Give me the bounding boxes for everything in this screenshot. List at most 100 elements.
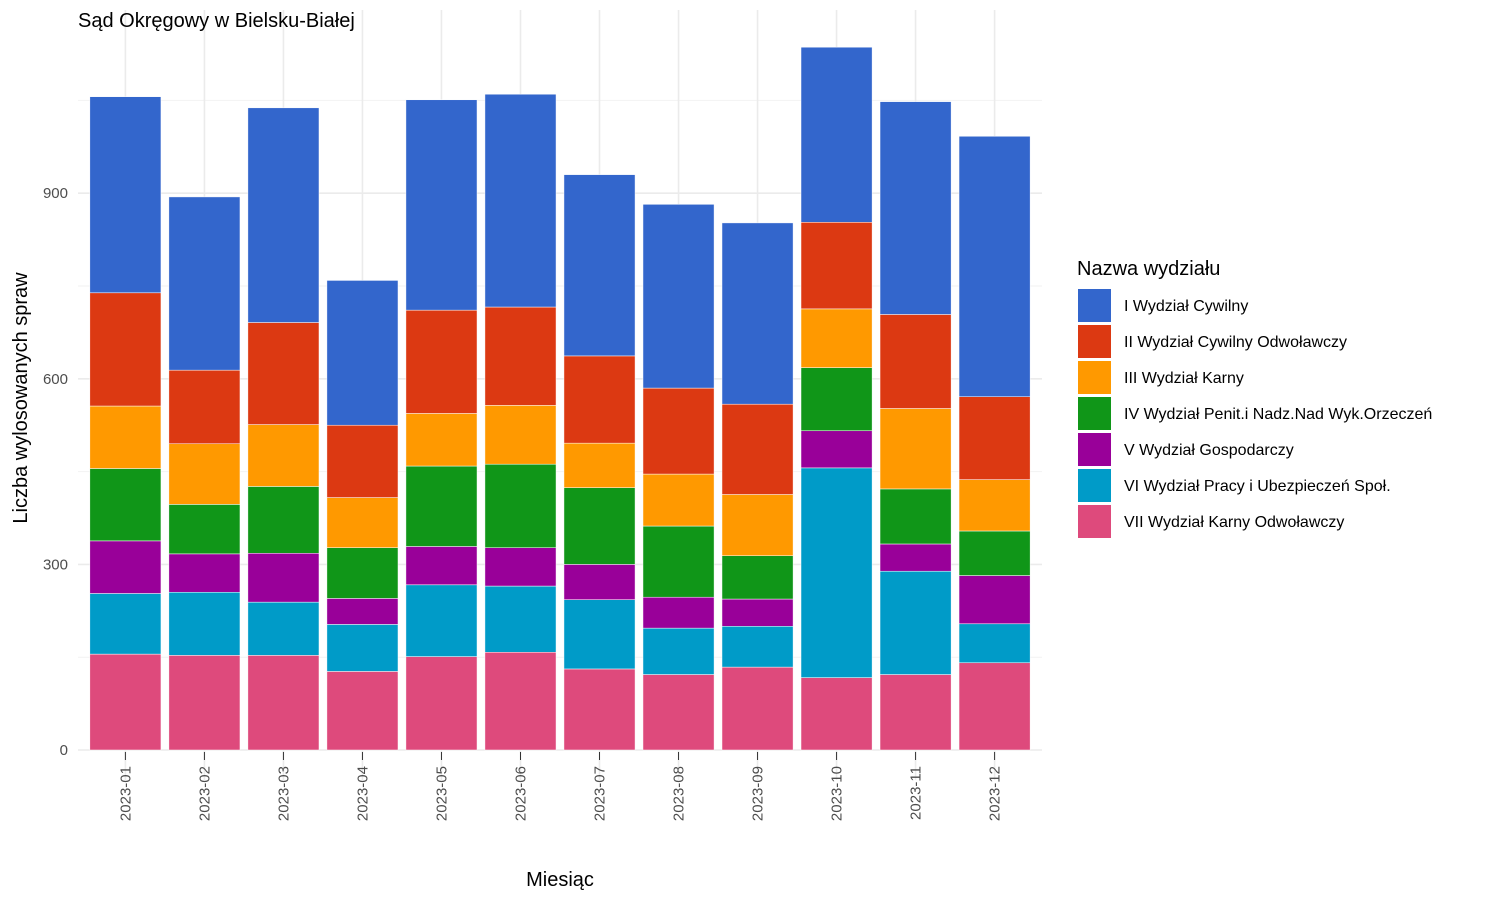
x-tick-label: 2023-04: [354, 766, 371, 821]
legend-label: III Wydział Karny: [1124, 370, 1244, 387]
bar-segment: [247, 424, 320, 487]
bar-segment: [879, 570, 952, 675]
legend-swatch: [1078, 397, 1111, 430]
bar-segment: [958, 623, 1031, 664]
bar-segment: [800, 677, 873, 751]
bar-segment: [721, 555, 794, 600]
bar-segment: [247, 322, 320, 425]
bar-segment: [484, 547, 557, 587]
bar-segment: [484, 585, 557, 653]
bar-segment: [89, 292, 162, 407]
bar-segment: [721, 666, 794, 751]
bar-segment: [405, 546, 478, 586]
bar-segment: [721, 222, 794, 405]
bar-segment: [563, 355, 636, 444]
bar-segment: [563, 599, 636, 670]
bar-segment: [247, 601, 320, 656]
bar-segment: [958, 662, 1031, 751]
bar-segment: [405, 656, 478, 751]
legend-swatch: [1078, 325, 1111, 358]
x-tick-label: 2023-12: [987, 766, 1004, 821]
bar-segment: [642, 627, 715, 675]
bar-segment: [958, 530, 1031, 576]
bar-segment: [563, 174, 636, 357]
bar-segment: [89, 468, 162, 542]
bar-segment: [484, 306, 557, 406]
bar-segment: [326, 624, 399, 672]
bar-segment: [247, 486, 320, 554]
bar-segment: [405, 465, 478, 547]
x-axis-label: Miesiąc: [526, 869, 594, 891]
bar-segment: [89, 540, 162, 594]
bar-segment: [721, 626, 794, 668]
bar-segment: [642, 596, 715, 629]
x-tick-label: 2023-05: [433, 766, 450, 821]
bar-segment: [958, 575, 1031, 625]
bar-segment: [484, 93, 557, 308]
bar-segment: [247, 107, 320, 323]
x-tick-label: 2023-06: [512, 766, 529, 821]
bar-segment: [958, 136, 1031, 397]
x-tick-label: 2023-07: [592, 766, 609, 821]
legend-swatch: [1078, 361, 1111, 394]
bar-segment: [168, 196, 241, 371]
bar-segment: [642, 674, 715, 751]
bar-segment: [879, 408, 952, 490]
y-tick-label: 300: [43, 556, 68, 573]
bar-segment: [800, 367, 873, 432]
legend-swatch: [1078, 469, 1111, 502]
bar-segment: [563, 564, 636, 600]
bar-segment: [89, 96, 162, 294]
bar-segment: [89, 593, 162, 655]
legend-label: VI Wydział Pracy i Ubezpieczeń Społ.: [1124, 478, 1391, 495]
x-tick-label: 2023-11: [908, 766, 925, 820]
bar-segment: [89, 405, 162, 469]
legend-swatch: [1078, 289, 1111, 322]
legend-swatch: [1078, 433, 1111, 466]
bar-segment: [326, 424, 399, 498]
bar-segment: [326, 497, 399, 548]
bar-segment: [721, 403, 794, 495]
bar-segment: [326, 547, 399, 599]
bar-segment: [326, 671, 399, 751]
legend-label: IV Wydział Penit.i Nadz.Nad Wyk.Orzeczeń: [1124, 406, 1432, 423]
bar-segment: [326, 280, 399, 426]
bar-segment: [800, 467, 873, 678]
bar-segment: [484, 405, 557, 465]
bar-segment: [879, 674, 952, 751]
y-tick-label: 900: [43, 185, 68, 202]
y-axis-ticks: 0 300 600 900: [43, 185, 68, 759]
bar-segment: [484, 463, 557, 548]
bar-segment: [800, 46, 873, 223]
bar-segment: [800, 430, 873, 469]
bar-segment: [563, 668, 636, 751]
legend-label: V Wydział Gospodarczy: [1124, 442, 1294, 459]
bar-segment: [721, 598, 794, 627]
bar-segment: [405, 99, 478, 311]
bar-segment: [642, 387, 715, 475]
bar-segment: [168, 553, 241, 593]
x-tick-label: 2023-08: [671, 766, 688, 821]
bar-segment: [800, 222, 873, 310]
chart-title: Sąd Okręgowy w Bielsku-Białej: [78, 10, 355, 32]
bar-segment: [879, 101, 952, 315]
bar-segment: [168, 655, 241, 751]
bar-segment: [168, 369, 241, 445]
bar-segment: [405, 584, 478, 657]
bar-segment: [642, 204, 715, 389]
bar-segment: [247, 553, 320, 603]
bar-segment: [168, 591, 241, 656]
bar-segment: [879, 543, 952, 572]
legend-label: II Wydział Cywilny Odwoławczy: [1124, 334, 1347, 351]
bar-segment: [168, 504, 241, 555]
bar-segment: [484, 652, 557, 751]
bar-segment: [879, 314, 952, 409]
bar-segment: [326, 598, 399, 625]
bar-segment: [721, 494, 794, 556]
legend-swatch: [1078, 505, 1111, 538]
bars: [89, 46, 1031, 751]
bar-segment: [958, 479, 1031, 532]
y-tick-label: 600: [43, 371, 68, 388]
legend-title: Nazwa wydziału: [1077, 258, 1220, 280]
bar-segment: [405, 413, 478, 467]
